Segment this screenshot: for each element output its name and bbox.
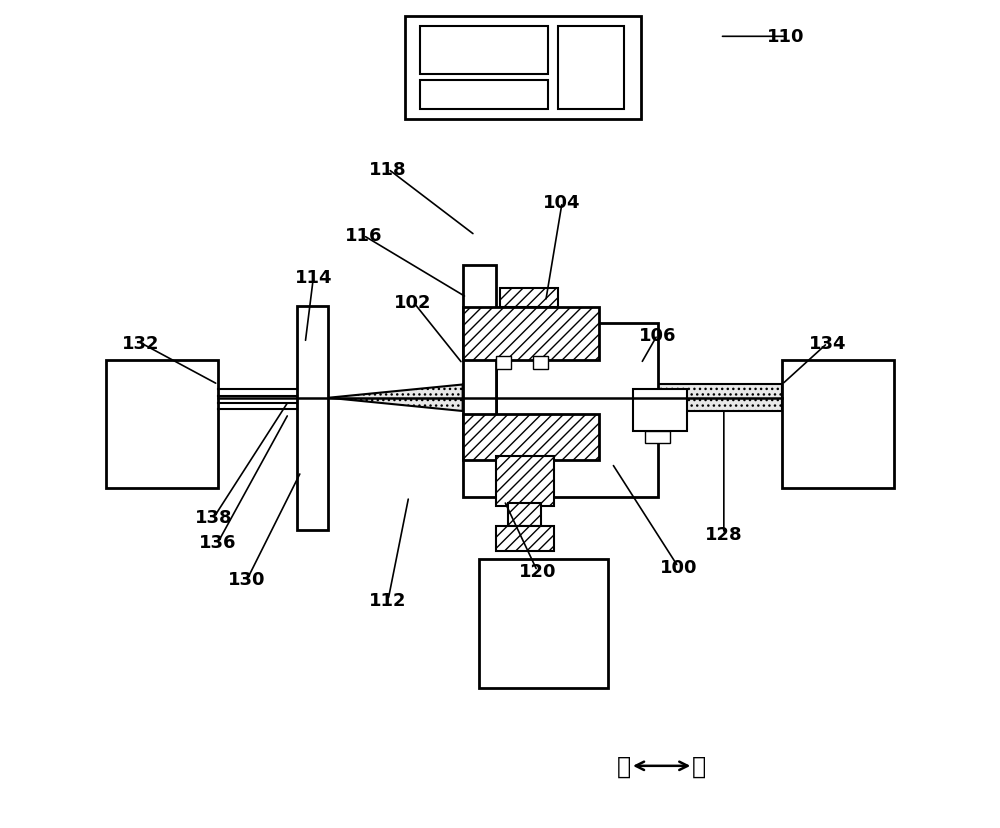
Bar bbox=[496, 324, 658, 498]
Bar bbox=[508, 503, 541, 527]
Bar bbox=[420, 26, 548, 75]
Bar bbox=[496, 357, 511, 369]
Bar bbox=[645, 431, 670, 444]
Text: 100: 100 bbox=[659, 558, 697, 576]
Bar bbox=[500, 289, 558, 307]
Bar bbox=[106, 360, 218, 489]
Bar bbox=[420, 81, 548, 110]
Text: 132: 132 bbox=[122, 335, 160, 353]
Text: 112: 112 bbox=[369, 591, 407, 609]
Bar bbox=[463, 307, 599, 361]
Bar bbox=[297, 306, 328, 530]
Bar bbox=[405, 17, 641, 120]
Text: 118: 118 bbox=[369, 161, 407, 179]
Bar bbox=[633, 390, 687, 431]
Bar bbox=[496, 456, 554, 506]
Bar bbox=[782, 360, 894, 489]
Text: 134: 134 bbox=[809, 335, 846, 353]
Text: 120: 120 bbox=[519, 562, 556, 580]
Text: 130: 130 bbox=[228, 570, 266, 589]
Text: 后: 后 bbox=[617, 754, 631, 777]
Bar bbox=[496, 527, 554, 551]
Text: 128: 128 bbox=[705, 525, 743, 543]
Bar bbox=[479, 560, 608, 688]
Text: 102: 102 bbox=[394, 293, 432, 311]
Text: 138: 138 bbox=[195, 508, 233, 527]
Bar bbox=[463, 385, 782, 412]
Polygon shape bbox=[328, 385, 463, 412]
Bar bbox=[558, 27, 624, 110]
Bar bbox=[463, 415, 599, 460]
Text: 106: 106 bbox=[639, 326, 676, 344]
Text: 110: 110 bbox=[767, 28, 805, 46]
Text: 116: 116 bbox=[344, 227, 382, 245]
Bar bbox=[463, 266, 496, 498]
Bar bbox=[533, 357, 548, 369]
Text: 前: 前 bbox=[692, 754, 706, 777]
Text: 104: 104 bbox=[543, 194, 581, 212]
Text: 136: 136 bbox=[199, 533, 237, 551]
Text: 114: 114 bbox=[295, 268, 332, 286]
